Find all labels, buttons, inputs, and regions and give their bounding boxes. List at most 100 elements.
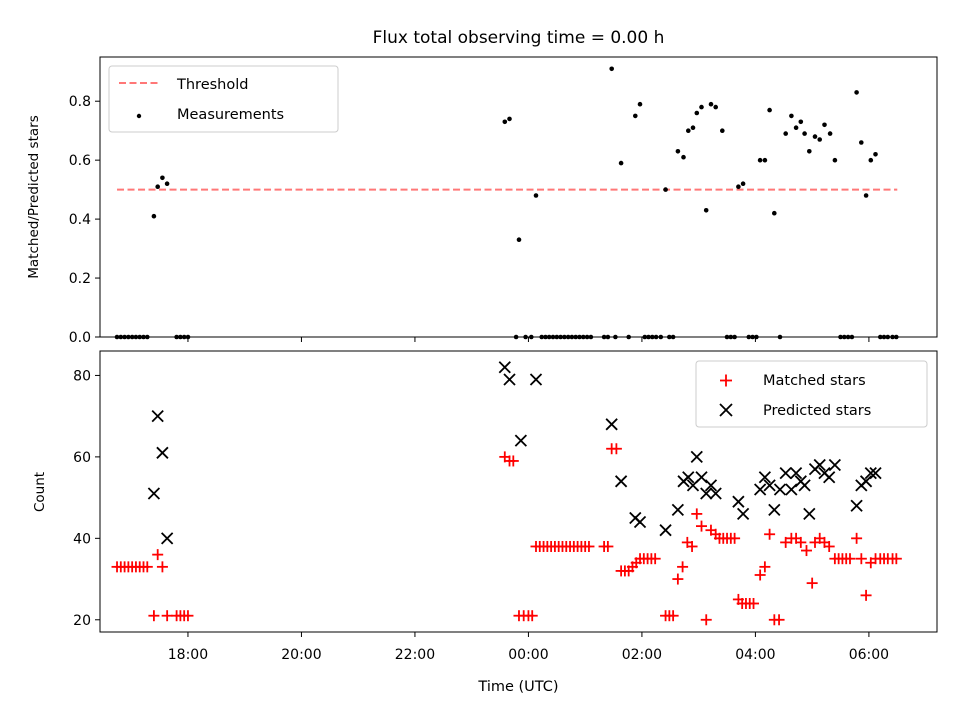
measurement-point [868,157,874,163]
measurement-point [516,237,522,242]
predicted-stars-point [869,467,882,480]
matched-stars-point [649,553,661,565]
measurement-point [873,152,878,157]
measurement-point [708,101,714,107]
bottom-y-axis-label: Count [32,472,48,512]
measurement-point [757,157,763,163]
matched-stars-point [764,528,776,540]
measurement-point [663,187,668,192]
y-tick-label: 40 [73,531,91,547]
measurement-point [767,107,772,113]
matched-stars-point [182,610,194,622]
top-x-ticks [187,337,870,342]
predicted-stars-point [156,446,169,459]
predicted-stars-point [503,373,516,386]
matched-stars-point [696,520,708,532]
measurement-point [694,110,700,116]
predicted-stars-point [709,487,722,500]
measurement-point [740,181,746,186]
top-legend: Threshold Measurements [108,65,339,133]
matched-stars-point [800,545,812,557]
matched-stars-point [748,597,760,609]
y-tick-label: 0.6 [69,153,91,169]
measurement-point [160,175,165,181]
measurement-point [802,131,807,136]
predicted-stars-point [758,471,772,484]
measurement-point [675,149,681,154]
matched-stars-point [677,561,689,573]
measurement-point [713,104,718,110]
predicted-stars-point [682,471,695,484]
matched-stars-point [148,610,160,622]
measurement-point [736,184,741,189]
legend-threshold-label: Threshold [176,77,248,93]
measurement-point [827,131,833,136]
predicted-stars-point [529,373,543,386]
matched-stars-point [823,540,835,552]
bottom-x-ticks: 18:00 20:00 22:00 00:00 02:00 04:00 06:00 [168,632,889,663]
predicted-stars-point [671,503,684,516]
bottom-panel: 20 40 60 80 18:00 20:00 22:00 00:00 02:00 04:00 0… [32,350,938,695]
bottom-y-ticks: 20 40 60 80 [73,368,100,629]
measurement-point [762,157,768,163]
predicted-stars-point [763,479,776,492]
legend-measurements-swatch [136,113,142,119]
x-tick-label: 00:00 [508,647,548,663]
predicted-stars-point [785,483,798,496]
bottom-legend-box [695,360,928,428]
predicted-stars-point [498,361,511,374]
measurement-point [703,208,709,213]
bottom-legend: Matched stars Predicted stars [695,360,928,428]
top-chart-title: Flux total observing time = 0.00 h [373,28,665,48]
measurement-point [686,128,691,133]
measurement-point [798,119,804,125]
matched-stars-point [773,614,785,626]
predicted-stars-point [736,507,750,521]
predicted-stars-point [823,471,836,484]
predicted-stars-point [614,475,628,488]
top-legend-box [108,65,339,133]
predicted-stars-point [732,495,745,508]
measurement-point [789,113,794,119]
y-tick-label: 0.4 [69,212,91,228]
matched-stars-point [780,536,792,548]
predicted-stars-point [147,487,161,500]
measurement-point [859,140,864,145]
predicted-stars-point [828,458,841,472]
y-tick-label: 20 [73,613,91,629]
predicted-stars-point [605,418,618,431]
predicted-stars-point [161,532,174,545]
x-tick-label: 20:00 [281,647,321,663]
measurement-point [681,154,686,160]
bottom-x-axis-label: Time (UTC) [477,679,558,695]
measurement-point [772,210,777,216]
predicted-stars-point [151,410,164,423]
predicted-stars-point [813,458,826,472]
measurement-point [690,125,696,130]
measurement-point [793,125,799,130]
measurement-point [863,193,869,198]
x-tick-label: 04:00 [735,647,775,663]
matched-stars-point [855,553,867,565]
predicted-stars-point [690,450,703,464]
predicted-stars-point [659,524,672,537]
x-tick-label: 18:00 [168,647,208,663]
predicted-stars-point [850,499,863,512]
measurement-point [699,104,704,110]
matched-stars-point [729,532,741,544]
measurement-point [822,122,827,128]
legend-predicted-swatch [719,403,733,417]
matched-stars-point [686,540,698,552]
x-tick-label: 06:00 [849,647,889,663]
top-panel: Flux total observing time = 0.00 h 0.00.… [26,28,938,346]
matched-stars-point [667,610,679,622]
top-axes-frame [99,56,938,338]
matched-stars-point [526,610,538,622]
matched-stars-point [152,549,164,561]
measurement-point [812,134,818,139]
bottom-plot-area [111,361,902,626]
matched-stars-point [754,569,766,581]
matched-stars-point [161,610,173,622]
y-tick-label: 0.8 [69,94,91,110]
